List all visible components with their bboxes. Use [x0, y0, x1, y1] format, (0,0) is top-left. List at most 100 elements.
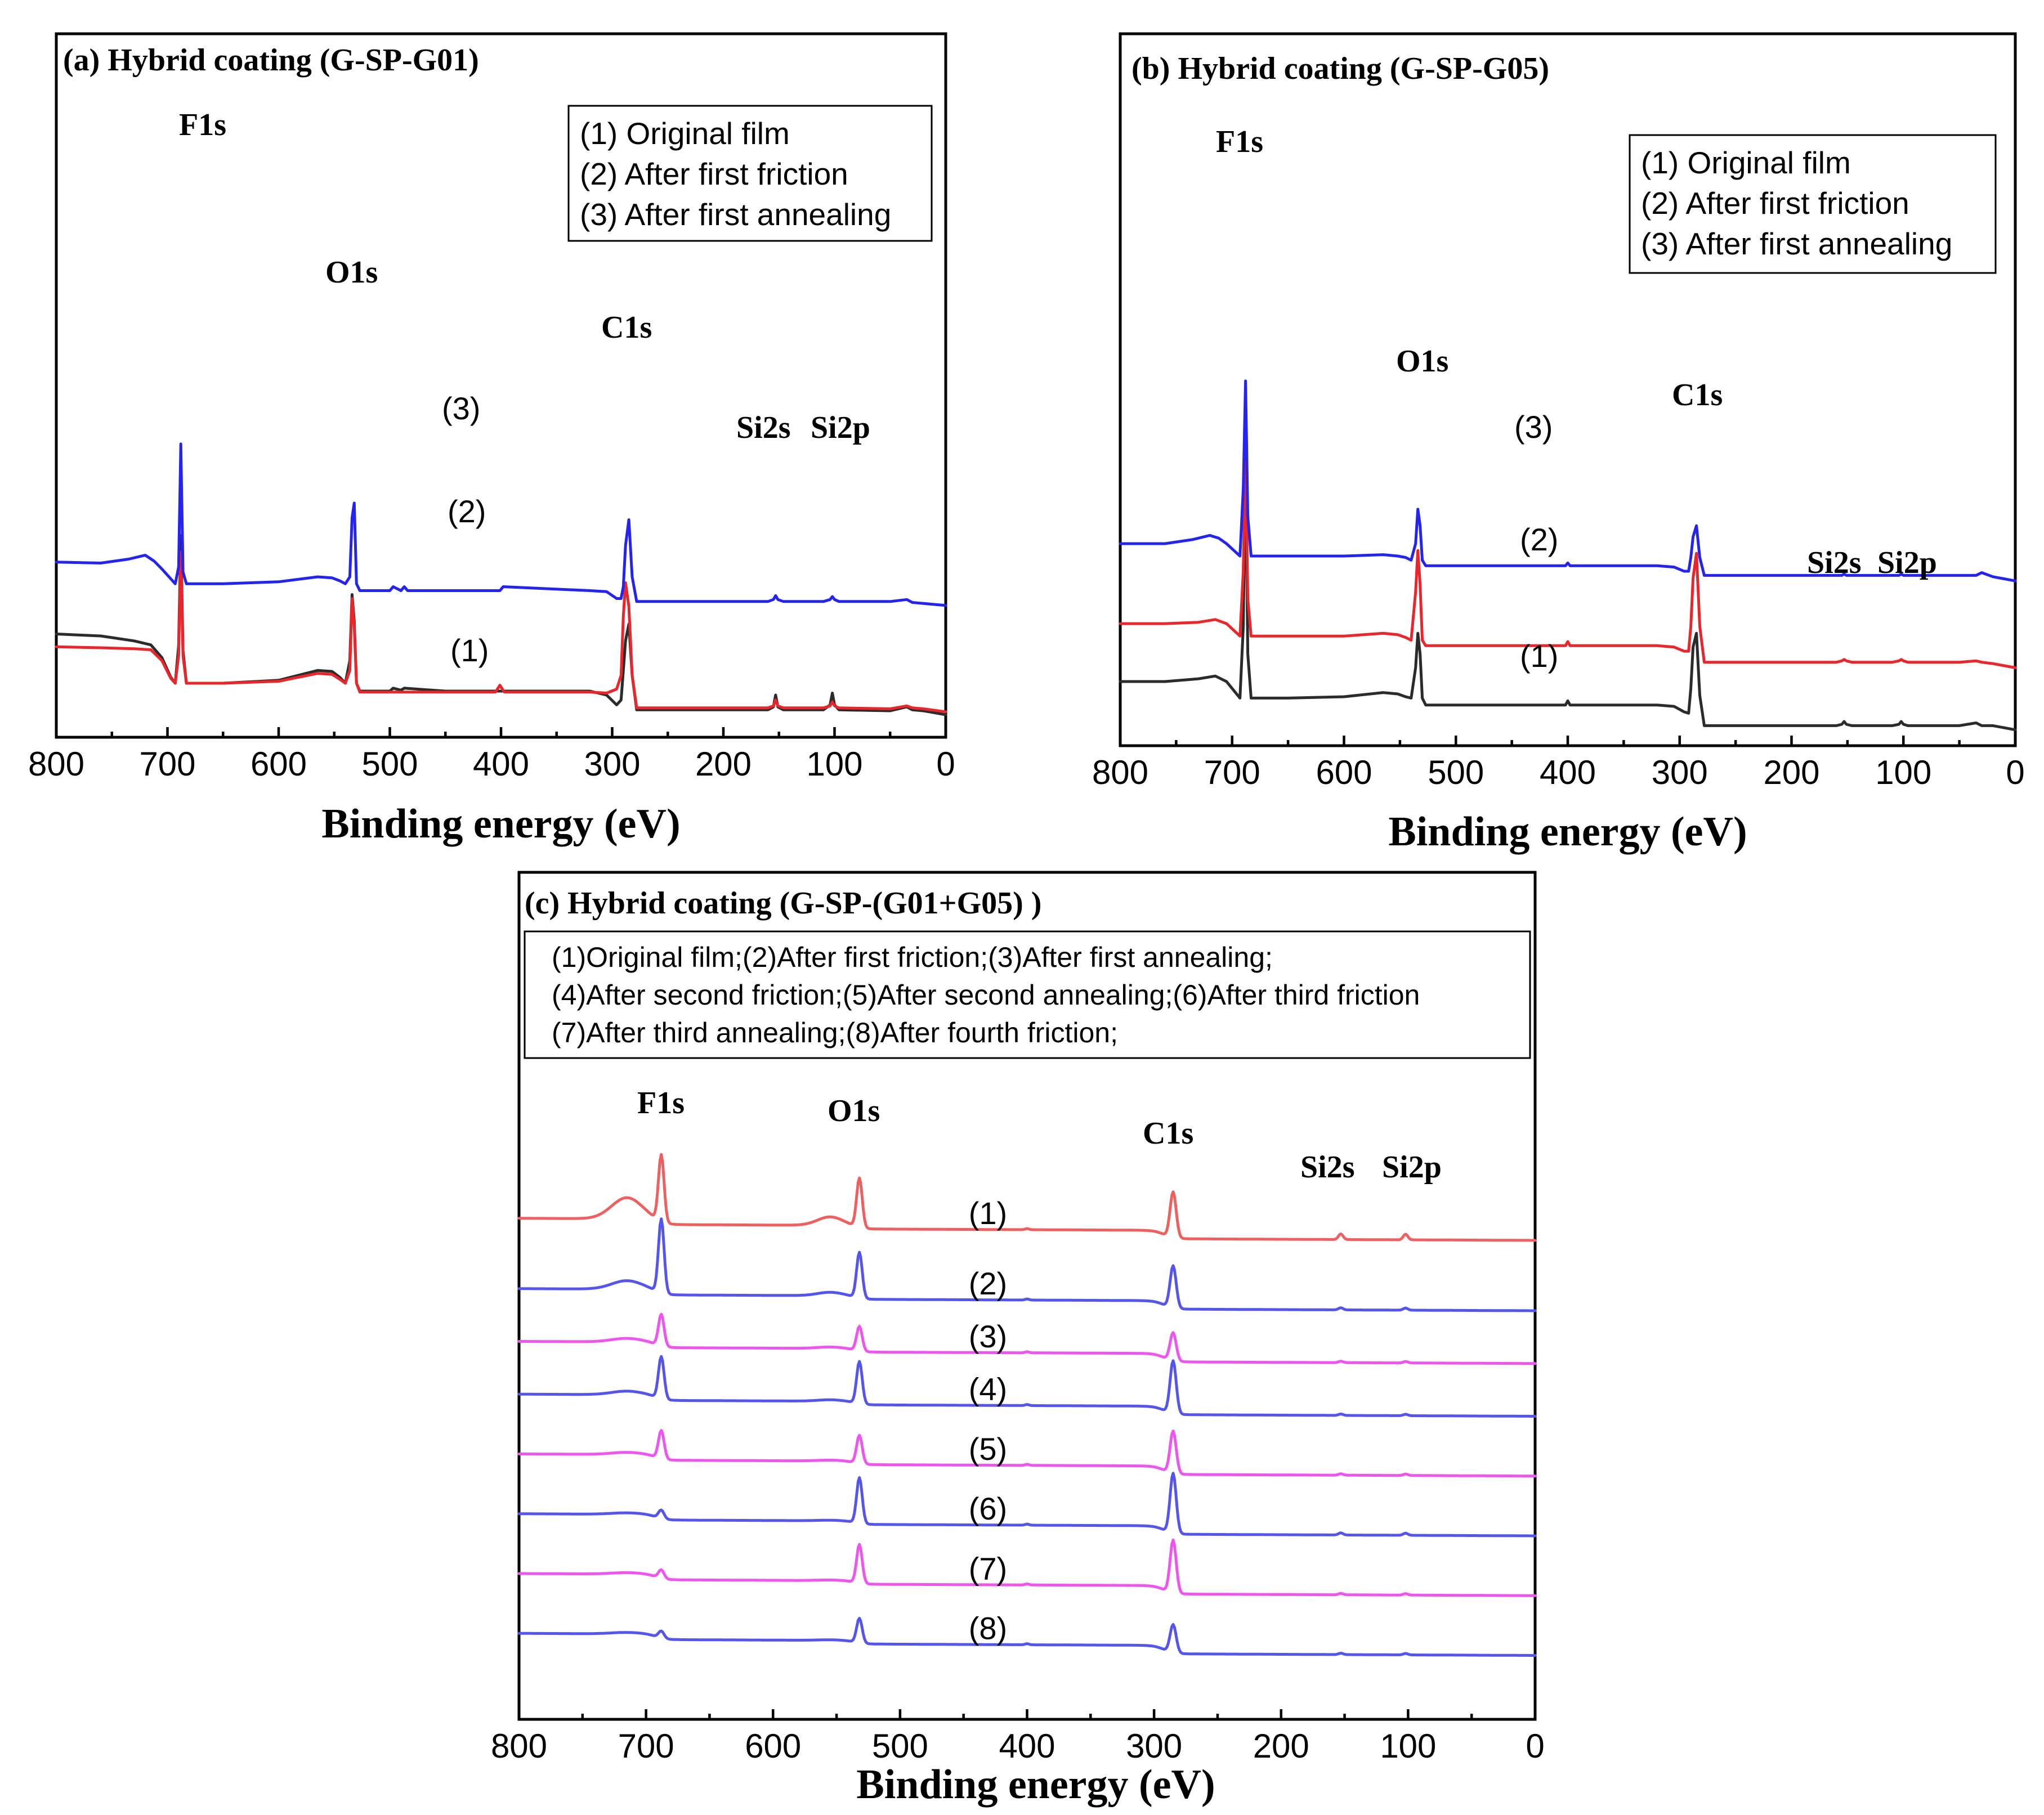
panel-c-series-2-line	[517, 1217, 1537, 1312]
panel-c-curve-label-5: (5)	[969, 1431, 1007, 1467]
panel-c-x-axis: 800 700 600 500 400 300 200 100 0	[491, 1709, 1545, 1765]
panel-a-tick-label: 200	[695, 745, 752, 783]
panel-a-legend-entry-1: (1) Original film	[580, 116, 790, 151]
panel-c-series-4-line	[517, 1355, 1537, 1418]
panel-b-curve-label-2: (2)	[1520, 522, 1558, 557]
panel-c-series-group	[517, 1153, 1537, 1657]
panel-a-peak-si2s: Si2s	[736, 410, 791, 445]
panel-b-series-group	[1119, 379, 2017, 732]
panel-a-tick-label: 300	[584, 745, 640, 783]
panel-b-x-axis: 800 700 600 500 400 300 200 100 0	[1092, 736, 2025, 791]
panel-c-peak-o1s: O1s	[828, 1094, 880, 1128]
panel-c-series-6-line	[517, 1472, 1537, 1538]
panel-c-curve-labels: (1) (2) (3) (4) (5) (6) (7) (8)	[969, 1195, 1007, 1646]
panel-b-series-2-line	[1119, 446, 2017, 669]
panel-a-peak-c1s: C1s	[601, 310, 652, 345]
panel-c-tick-label: 400	[999, 1727, 1055, 1765]
panel-c-peak-f1s: F1s	[637, 1086, 685, 1121]
panel-b-tick-label: 500	[1428, 754, 1484, 791]
panel-c-series-3-line	[517, 1312, 1537, 1365]
panel-c-peak-si2p: Si2p	[1382, 1150, 1442, 1185]
panel-c-legend: (1)Original film;(2)After first friction…	[524, 930, 1531, 1059]
panel-b-peak-o1s: O1s	[1396, 344, 1448, 379]
panel-c-tick-label: 800	[491, 1727, 547, 1765]
panel-b-peak-f1s: F1s	[1216, 124, 1263, 159]
panel-b-legend-box	[1629, 134, 1997, 274]
panel-a-tick-label: 700	[139, 745, 195, 783]
panel-b-peak-c1s: C1s	[1672, 378, 1723, 413]
panel-c-legend-entry-1: (1)Original film;(2)After first friction…	[552, 942, 1273, 973]
panel-c-tick-label: 200	[1253, 1727, 1309, 1765]
panel-b-tick-label: 300	[1652, 754, 1708, 791]
panel-c-peak-c1s: C1s	[1143, 1116, 1193, 1151]
panel-a-tick-label: 100	[806, 745, 862, 783]
panel-b-legend: (1) Original film (2) After first fricti…	[1629, 134, 1997, 274]
panel-b-tick-label: 200	[1763, 754, 1819, 791]
panel-c-series-7-line	[517, 1538, 1537, 1597]
panel-b-legend-entry-3: (3) After first annealing	[1641, 226, 1952, 261]
panel-c-curve-label-1: (1)	[969, 1195, 1007, 1231]
panel-b-tick-label: 400	[1540, 754, 1596, 791]
panel-c-tick-label: 600	[745, 1727, 801, 1765]
panel-b-title: (b) Hybrid coating (G-SP-G05)	[1131, 51, 1549, 86]
panel-b-legend-entry-1: (1) Original film	[1641, 145, 1851, 180]
panel-c-legend-entry-3: (7)After third annealing;(8)After fourth…	[552, 1017, 1118, 1048]
panel-c-curve-label-8: (8)	[969, 1611, 1007, 1646]
panel-a-series-group	[55, 442, 947, 716]
panel-b-series-1-line	[1119, 450, 2017, 732]
panel-a-title: (a) Hybrid coating (G-SP-G01)	[63, 43, 479, 78]
panel-a-tick-label: 0	[936, 745, 955, 783]
panel-c-curve-label-3: (3)	[969, 1319, 1007, 1354]
panel-c-tick-label: 0	[1526, 1727, 1544, 1765]
panel-c-legend-entry-2: (4)After second friction;(5)After second…	[552, 979, 1420, 1011]
panel-a-peak-o1s: O1s	[325, 255, 378, 290]
panel-a-legend: (1) Original film (2) After first fricti…	[567, 105, 933, 242]
panel-a-curve-label-3: (3)	[442, 391, 480, 426]
panel-a-tick-label: 500	[361, 745, 418, 783]
panel-a-series-3-line	[55, 442, 947, 607]
panel-b-tick-label: 100	[1875, 754, 1931, 791]
panel-c-title: (c) Hybrid coating (G-SP-(G01+G05) )	[525, 886, 1041, 921]
panel-a-x-axis-label: Binding energy (eV)	[321, 801, 680, 847]
panel-a-curve-label-2: (2)	[448, 494, 486, 529]
panel-a-peak-f1s: F1s	[179, 107, 226, 142]
panel-c-tick-label: 300	[1126, 1727, 1182, 1765]
panel-c-tick-label: 100	[1380, 1727, 1436, 1765]
panel-c-series-8-line	[517, 1616, 1537, 1657]
panel-c-curve-label-4: (4)	[969, 1372, 1007, 1407]
panel-c-curve-label-2: (2)	[969, 1266, 1007, 1301]
panel-c-curve-label-7: (7)	[969, 1550, 1007, 1586]
panel-c-curve-label-6: (6)	[969, 1491, 1007, 1526]
panel-c-series-1-line	[517, 1153, 1537, 1242]
panel-b-peak-si2p: Si2p	[1877, 545, 1937, 580]
panel-a-series-2-line	[55, 550, 947, 714]
panel-b-tick-label: 700	[1204, 754, 1260, 791]
panel-b-curve-label-3: (3)	[1514, 409, 1553, 445]
panel-a: (a) Hybrid coating (G-SP-G01) (1) Origin…	[28, 32, 955, 847]
panel-c-peak-si2s: Si2s	[1300, 1150, 1355, 1185]
panel-b-series-3-line	[1119, 379, 2017, 582]
panel-b-curve-label-1: (1)	[1520, 638, 1558, 674]
panel-b-legend-entry-2: (2) After first friction	[1641, 186, 1909, 221]
panel-c-legend-box	[524, 930, 1531, 1059]
panel-b-tick-label: 800	[1092, 754, 1148, 791]
panel-c: (c) Hybrid coating (G-SP-(G01+G05) ) (1)…	[491, 871, 1545, 1808]
panel-a-curve-label-1: (1)	[450, 633, 489, 668]
panel-c-x-axis-label: Binding energy (eV)	[856, 1762, 1215, 1808]
panel-a-x-axis: 800 700 600 500 400 300 200 100 0	[28, 727, 955, 783]
panel-c-tick-label: 700	[618, 1727, 674, 1765]
panel-c-tick-label: 500	[872, 1727, 928, 1765]
panel-a-legend-box	[567, 105, 933, 242]
panel-a-legend-entry-2: (2) After first friction	[580, 156, 848, 191]
panel-b-x-axis-label: Binding energy (eV)	[1388, 809, 1747, 855]
panel-a-peak-si2p: Si2p	[811, 410, 870, 445]
panel-b: (b) Hybrid coating (G-SP-G05) (1) Origin…	[1092, 32, 2025, 855]
panel-a-tick-label: 600	[251, 745, 307, 783]
panel-c-series-5-line	[517, 1429, 1537, 1478]
panel-a-tick-label: 800	[28, 745, 84, 783]
panel-b-tick-label: 600	[1316, 754, 1372, 791]
panel-b-tick-label: 0	[2006, 754, 2024, 791]
panel-a-tick-label: 400	[473, 745, 529, 783]
panel-a-legend-entry-3: (3) After first annealing	[580, 197, 891, 232]
